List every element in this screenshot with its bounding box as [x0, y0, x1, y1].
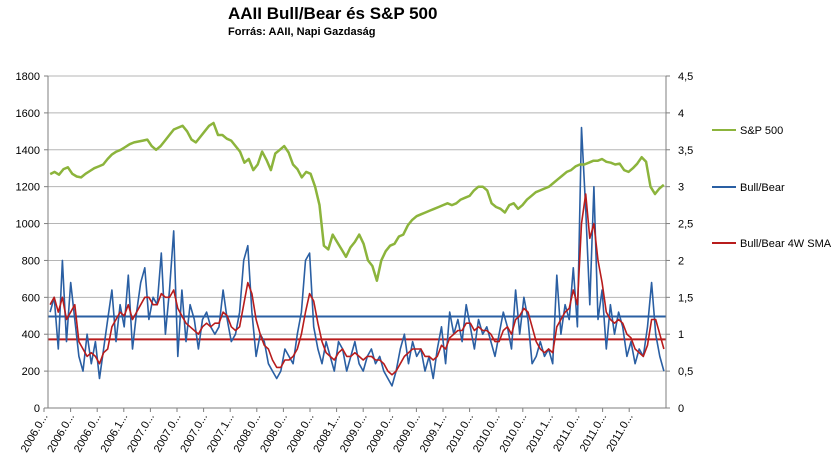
reference-lines [48, 315, 666, 341]
left-tick-label: 0 [34, 403, 40, 415]
left-tick-label: 1800 [16, 71, 40, 83]
x-axis-labels: 2006.0...2006.0...2006.0...2006.1...2007… [19, 408, 636, 455]
right-tick-label: 3 [678, 182, 684, 194]
right-tick-label: 1,5 [678, 292, 693, 304]
left-tick-label: 1600 [16, 108, 40, 120]
left-tick-label: 400 [22, 329, 40, 341]
series-lines [49, 121, 665, 387]
right-tick-label: 0 [678, 403, 684, 415]
x-tick-label: 2011.0... [604, 412, 635, 454]
left-tick-label: 1400 [16, 145, 40, 157]
legend-label: Bull/Bear [740, 182, 785, 194]
series-line-s-p-500 [49, 121, 665, 282]
chart-title: AAII Bull/Bear és S&P 500 [228, 4, 437, 23]
right-tick-label: 4 [678, 108, 684, 120]
left-axis: 0 200 400 600 800 1000 1200 1400 1600 1800 [16, 71, 48, 415]
chart-subtitle: Forrás: AAII, Napi Gazdaság [228, 26, 376, 38]
series-line-bull-bear-4w-sma [49, 193, 665, 376]
left-tick-label: 600 [22, 292, 40, 304]
axis-lines [47, 76, 667, 409]
legend-label: S&P 500 [740, 125, 783, 137]
left-tick-label: 800 [22, 255, 40, 267]
legend: S&P 500 Bull/Bear Bull/Bear 4W SMA [712, 125, 832, 250]
gridlines [48, 75, 666, 372]
left-tick-label: 1000 [16, 219, 40, 231]
left-tick-label: 200 [22, 366, 40, 378]
right-tick-label: 0,5 [678, 366, 693, 378]
right-tick-label: 1 [678, 329, 684, 341]
right-tick-label: 2 [678, 255, 684, 267]
right-tick-label: 2,5 [678, 219, 693, 231]
left-tick-label: 1200 [16, 182, 40, 194]
right-tick-label: 3,5 [678, 145, 693, 157]
series-line-bull-bear [49, 126, 665, 387]
right-axis: 0 0,5 1 1,5 2 2,5 3 3,5 4 4,5 [666, 71, 693, 415]
right-tick-label: 4,5 [678, 71, 693, 83]
legend-label: Bull/Bear 4W SMA [740, 238, 832, 250]
